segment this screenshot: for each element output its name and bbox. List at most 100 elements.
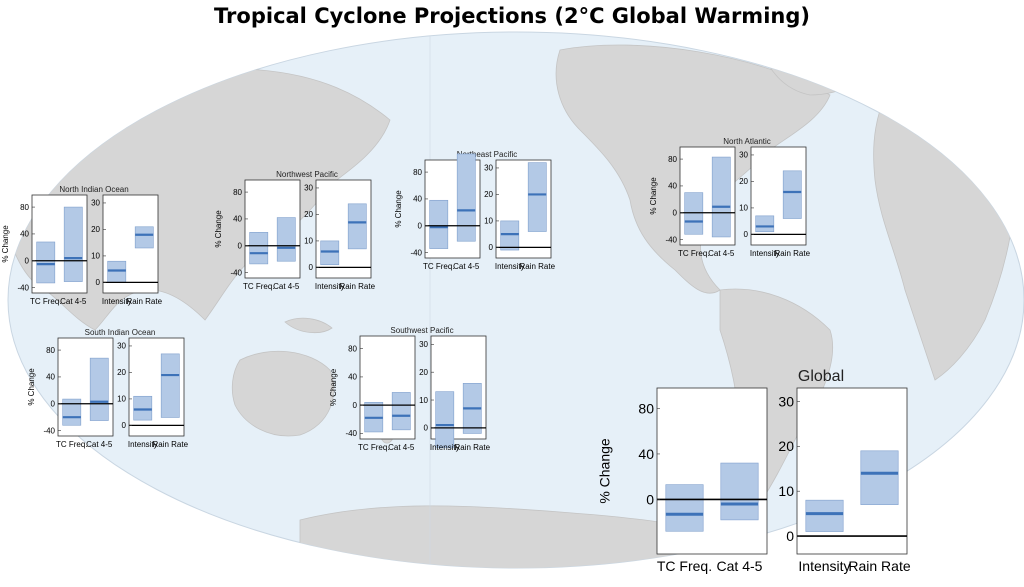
box: [435, 391, 455, 448]
box: [684, 192, 704, 235]
y-tick-label: 80: [668, 155, 677, 164]
y-tick-label: 80: [638, 400, 654, 416]
box: [665, 484, 704, 532]
region-chart: TC Freq.Cat 4-5 -40 0 40 80 % Change Intensity…: [214, 179, 376, 291]
y-tick-label: 20: [778, 438, 794, 454]
y-tick-label: 30: [91, 199, 100, 208]
y-tick-label: 40: [413, 195, 422, 204]
region-northeast-pacific: Northeast Pacific TC Freq. Cat 4-5 -40 0 40 8…: [394, 148, 577, 278]
x-tick-label: TC Freq.: [657, 558, 712, 574]
x-tick-label: TC Freq.: [243, 282, 275, 291]
box: [429, 199, 449, 249]
y-tick-label: 0: [786, 528, 794, 544]
box: [755, 215, 775, 233]
y-axis-label: % Change: [329, 368, 338, 406]
region-chart: TC Freq.Cat 4-5 -40 0 40 80 % Change Intensity…: [649, 146, 811, 258]
y-axis-label: % Change: [1, 225, 10, 263]
box: [249, 232, 269, 265]
y-tick-label: 40: [233, 215, 242, 224]
y-tick-label: 20: [304, 210, 313, 219]
region-chart: TC Freq. Cat 4-5 0 40 80 % Change IntensityRai…: [596, 387, 911, 574]
x-tick-label: Intensity: [315, 282, 345, 291]
y-axis-label: % Change: [27, 368, 36, 406]
box: [711, 156, 731, 238]
y-axis-label: % Change: [394, 190, 403, 228]
region-title: Northeast Pacific: [456, 150, 518, 159]
y-tick-label: 30: [304, 184, 313, 193]
x-tick-label: Cat 4-5: [453, 262, 480, 271]
box: [720, 462, 759, 521]
landmass-australia: [231, 350, 335, 437]
box: [782, 170, 802, 219]
y-tick-label: 30: [739, 151, 748, 160]
x-tick-label: Intensity: [102, 297, 132, 306]
y-tick-label: 0: [238, 242, 243, 251]
x-tick-label: Intensity: [495, 262, 525, 271]
region-global: Global TC Freq. Cat 4-5 0 40 80 % Change Inten…: [596, 366, 920, 584]
y-tick-label: -40: [43, 426, 55, 435]
region-chart: TC Freq.Cat 4-5 -40 0 40 80 % Change Intensity…: [27, 337, 189, 449]
box: [63, 206, 83, 282]
box: [320, 240, 340, 266]
y-tick-label: 30: [778, 393, 794, 409]
x-tick-label: Intensity: [430, 443, 460, 452]
box: [134, 226, 154, 249]
y-tick-label: 0: [96, 278, 101, 287]
x-tick-label: TC Freq.: [358, 443, 390, 452]
x-tick-label: TC Freq.: [56, 440, 88, 449]
x-tick-label: Intensity: [750, 249, 780, 258]
y-tick-label: 30: [419, 340, 428, 349]
box: [456, 153, 476, 242]
y-tick-label: 0: [309, 263, 314, 272]
box: [276, 217, 296, 262]
box: [62, 398, 82, 426]
x-tick-label: Rain Rate: [339, 282, 375, 291]
region-northwest-pacific: Northwest Pacific TC Freq. Cat 4-5 -40 0 40 8…: [214, 168, 397, 298]
y-tick-label: 0: [424, 424, 429, 433]
x-tick-label: Cat 4-5: [273, 282, 300, 291]
y-tick-label: 0: [353, 401, 358, 410]
y-axis-label: % Change: [214, 210, 223, 248]
y-tick-label: 40: [20, 230, 29, 239]
x-tick-label: Rain Rate: [519, 262, 555, 271]
y-tick-label: 30: [117, 342, 126, 351]
y-tick-label: -40: [230, 268, 242, 277]
y-tick-label: 0: [673, 209, 678, 218]
region-south-indian-ocean: South Indian Ocean TC Freq. Cat 4-5 -40 0 40…: [27, 326, 210, 456]
x-tick-label: Rain Rate: [774, 249, 810, 258]
y-tick-label: 10: [91, 252, 100, 261]
y-tick-label: 20: [739, 177, 748, 186]
y-tick-label: 20: [484, 190, 493, 199]
y-tick-label: 80: [46, 346, 55, 355]
y-tick-label: 0: [51, 400, 56, 409]
y-tick-label: 30: [484, 164, 493, 173]
y-tick-label: -40: [345, 429, 357, 438]
y-tick-label: 0: [646, 491, 654, 507]
box: [107, 260, 127, 283]
y-tick-label: 10: [304, 237, 313, 246]
y-tick-label: 0: [25, 257, 30, 266]
box: [391, 392, 411, 431]
y-tick-label: 80: [413, 168, 422, 177]
y-axis-label: % Change: [596, 438, 612, 504]
box: [133, 395, 153, 421]
y-tick-label: 80: [233, 188, 242, 197]
region-chart: TC Freq.Cat 4-5 -40 0 40 80 % Change Intensity…: [1, 194, 163, 306]
y-tick-label: 20: [117, 368, 126, 377]
y-tick-label: 0: [744, 230, 749, 239]
region-title: Southwest Pacific: [390, 326, 454, 335]
y-tick-label: 0: [489, 243, 494, 252]
y-tick-label: 10: [778, 483, 794, 499]
region-chart: TC Freq.Cat 4-5 -40 0 40 80 % Change Intensity…: [329, 335, 491, 452]
region-title: Global: [797, 368, 845, 385]
y-tick-label: 40: [348, 373, 357, 382]
region-title: North Indian Ocean: [59, 185, 129, 194]
y-tick-label: -40: [665, 235, 677, 244]
box: [160, 353, 180, 418]
y-tick-label: 40: [46, 373, 55, 382]
x-tick-label: Rain Rate: [848, 558, 910, 574]
y-tick-label: 40: [668, 182, 677, 191]
x-tick-label: TC Freq.: [423, 262, 455, 271]
x-tick-label: Cat 4-5: [86, 440, 113, 449]
y-tick-label: 80: [20, 203, 29, 212]
